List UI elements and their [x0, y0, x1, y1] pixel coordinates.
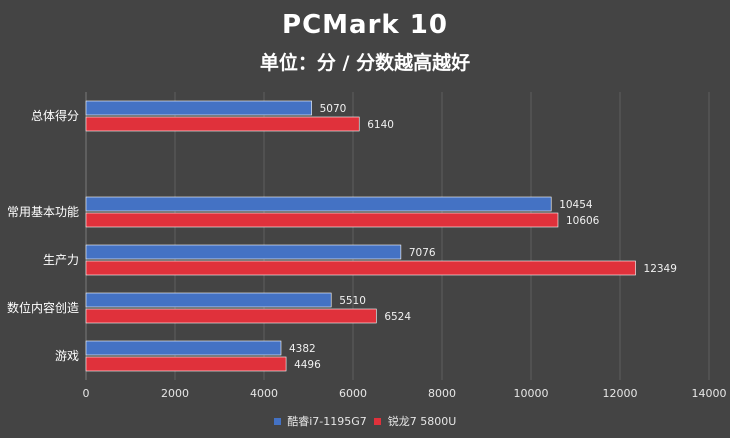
category-label-0: 总体得分 [31, 108, 79, 123]
legend-item-series-2: 锐龙7 5800U [374, 413, 456, 429]
bar-2-3 [85, 260, 636, 276]
x-tick-label-4000: 4000 [250, 387, 278, 400]
bar-1-3 [85, 244, 402, 260]
legend-swatch-series-2 [374, 417, 382, 425]
bar-1-4 [85, 292, 332, 308]
data-label-1-3: 7076 [409, 247, 436, 259]
data-label-1-0: 5070 [320, 103, 347, 115]
x-tick-label-12000: 12000 [603, 387, 638, 400]
x-tick-label-2000: 2000 [161, 387, 189, 400]
x-tick-label-0: 0 [83, 387, 90, 400]
bar-2-5 [85, 356, 287, 372]
x-tick-label-10000: 10000 [514, 387, 549, 400]
legend-item-series-1: 酷睿i7-1195G7 [273, 413, 367, 429]
data-label-1-2: 10454 [559, 199, 593, 211]
legend-label-series-2: 锐龙7 5800U [387, 415, 457, 428]
bar-2-4 [85, 308, 377, 324]
data-label-1-5: 4382 [289, 343, 316, 355]
legend-swatch-series-1 [273, 417, 281, 425]
data-label-2-4: 6524 [384, 311, 411, 323]
bar-2-0 [85, 116, 360, 132]
chart-legend: 酷睿i7-1195G7 锐龙7 5800U [0, 413, 730, 429]
bar-1-2 [85, 196, 552, 212]
data-label-2-2: 10606 [566, 215, 600, 227]
legend-label-series-1: 酷睿i7-1195G7 [287, 415, 367, 428]
x-tick-label-14000: 14000 [692, 387, 727, 400]
category-label-5: 游戏 [55, 349, 79, 363]
category-label-3: 生产力 [43, 253, 79, 267]
data-label-2-3: 12349 [644, 263, 677, 275]
chart-subtitle: 单位：分 / 分数越高越好 [259, 52, 471, 74]
x-tick-label-8000: 8000 [428, 387, 456, 400]
category-label-4: 数位内容创造 [7, 300, 79, 315]
category-label-2: 常用基本功能 [7, 205, 79, 219]
chart-title: PCMark 10 [282, 10, 448, 40]
bar-1-5 [85, 340, 282, 356]
data-label-2-0: 6140 [367, 119, 394, 131]
bar-2-2 [85, 212, 559, 228]
data-label-2-5: 4496 [294, 359, 321, 371]
x-tick-label-6000: 6000 [339, 387, 367, 400]
data-label-1-4: 5510 [339, 295, 366, 307]
bar-1-0 [85, 100, 312, 116]
